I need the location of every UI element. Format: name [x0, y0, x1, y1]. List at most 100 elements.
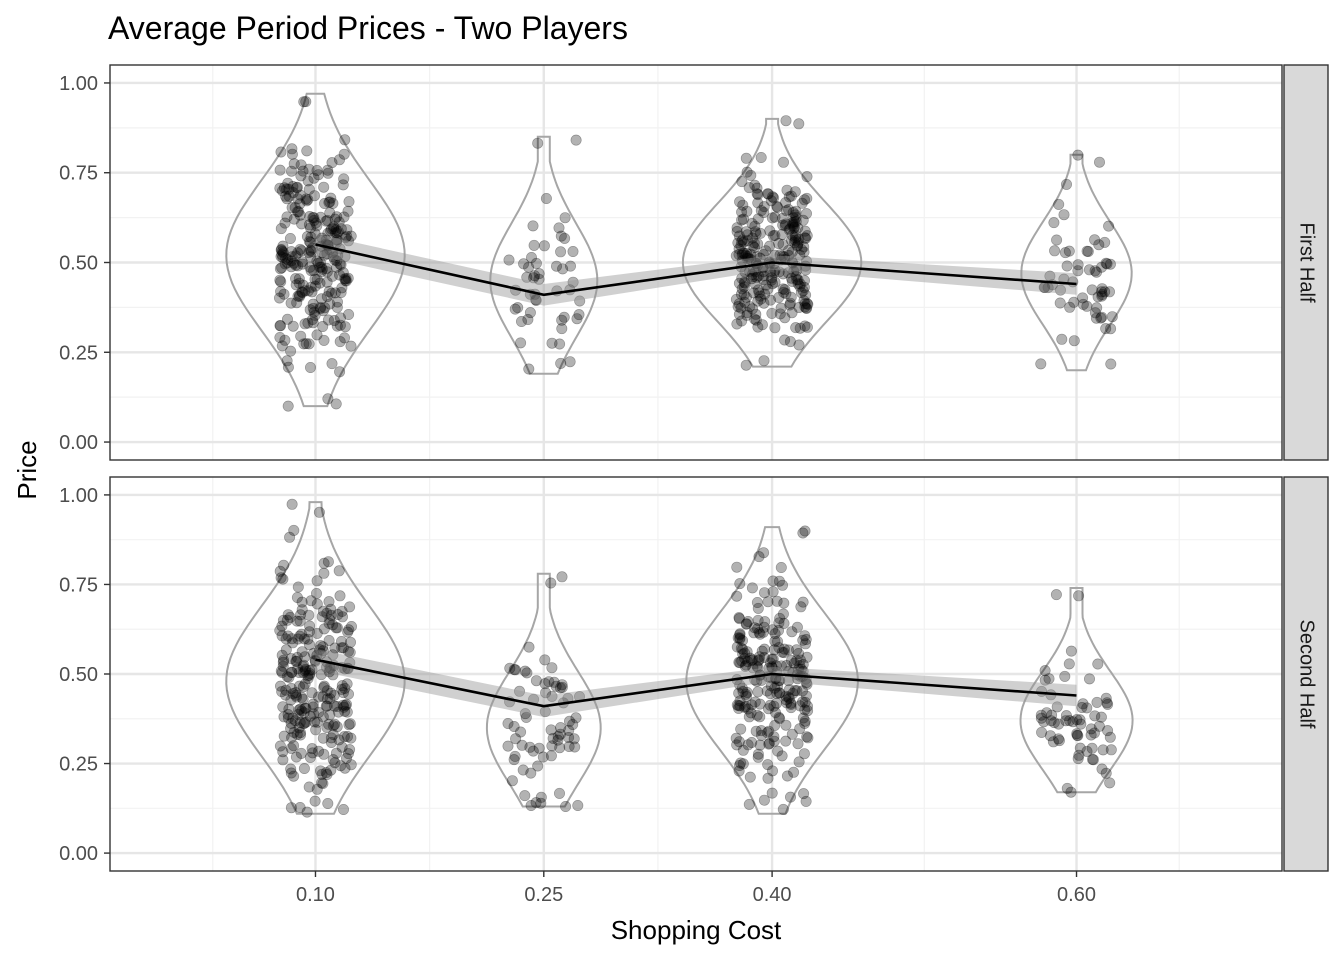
- data-point: [773, 266, 785, 278]
- data-point: [769, 719, 781, 731]
- data-point: [572, 799, 584, 811]
- data-point: [788, 236, 800, 248]
- data-point: [315, 647, 327, 659]
- data-point: [793, 756, 805, 768]
- data-point: [778, 643, 790, 655]
- data-point: [758, 270, 770, 282]
- data-point: [781, 697, 793, 709]
- data-point: [509, 303, 521, 315]
- data-point: [285, 682, 297, 694]
- data-point: [775, 561, 787, 573]
- data-point: [540, 193, 552, 205]
- data-point: [800, 795, 812, 807]
- data-point: [317, 732, 329, 744]
- data-point: [307, 302, 319, 314]
- data-point: [800, 690, 812, 702]
- data-point: [1105, 323, 1117, 335]
- data-point: [285, 767, 297, 779]
- data-point: [344, 744, 356, 756]
- data-point: [287, 181, 299, 193]
- data-point: [294, 198, 306, 210]
- data-point: [1096, 283, 1108, 295]
- data-point: [286, 251, 298, 263]
- data-point: [740, 690, 752, 702]
- data-point: [754, 227, 766, 239]
- data-point: [308, 214, 320, 226]
- data-point: [317, 605, 329, 617]
- data-point: [786, 307, 798, 319]
- data-point: [733, 298, 745, 310]
- data-point: [287, 712, 299, 724]
- data-point: [1048, 717, 1060, 729]
- data-point: [556, 681, 568, 693]
- data-point: [308, 306, 320, 318]
- data-point: [755, 725, 767, 737]
- data-point: [794, 700, 806, 712]
- data-point: [296, 628, 308, 640]
- data-point: [323, 634, 335, 646]
- data-point: [762, 596, 774, 608]
- data-point: [780, 205, 792, 217]
- data-point: [734, 633, 746, 645]
- data-point: [801, 651, 813, 663]
- data-point: [776, 750, 788, 762]
- data-point: [275, 251, 287, 263]
- data-point: [793, 663, 805, 675]
- data-point: [758, 201, 770, 213]
- data-point: [328, 700, 340, 712]
- data-point: [285, 802, 297, 814]
- data-point: [321, 266, 333, 278]
- data-point: [750, 314, 762, 326]
- data-point: [279, 217, 291, 229]
- data-point: [747, 662, 759, 674]
- data-point: [741, 309, 753, 321]
- data-point: [757, 274, 769, 286]
- data-point: [765, 266, 777, 278]
- data-point: [758, 643, 770, 655]
- data-point: [795, 601, 807, 613]
- data-point: [276, 666, 288, 678]
- data-point: [321, 262, 333, 274]
- data-point: [309, 273, 321, 285]
- data-point: [758, 355, 770, 367]
- data-point: [308, 264, 320, 276]
- data-point: [283, 671, 295, 683]
- data-point: [1039, 665, 1051, 677]
- data-point: [754, 290, 766, 302]
- data-point: [290, 751, 302, 763]
- data-point: [298, 707, 310, 719]
- data-point: [740, 618, 752, 630]
- data-point: [786, 229, 798, 241]
- data-point: [1060, 710, 1072, 722]
- data-point: [284, 233, 296, 245]
- data-point: [311, 329, 323, 341]
- data-point: [758, 794, 770, 806]
- data-point: [322, 393, 334, 405]
- data-point: [336, 741, 348, 753]
- data-point: [339, 232, 351, 244]
- data-point: [1045, 715, 1057, 727]
- data-point: [1050, 589, 1062, 601]
- data-point: [293, 704, 305, 716]
- data-point: [746, 268, 758, 280]
- data-point: [791, 685, 803, 697]
- data-point: [323, 596, 335, 608]
- data-point: [756, 319, 768, 331]
- data-point: [521, 667, 533, 679]
- data-point: [793, 233, 805, 245]
- data-point: [278, 288, 290, 300]
- data-point: [748, 627, 760, 639]
- data-point: [769, 276, 781, 288]
- data-point: [546, 690, 558, 702]
- data-point: [283, 190, 295, 202]
- data-point: [331, 296, 343, 308]
- data-point: [275, 244, 287, 256]
- data-point: [295, 330, 307, 342]
- data-point: [308, 190, 320, 202]
- data-point: [339, 705, 351, 717]
- y-tick-label: 1.00: [59, 73, 98, 95]
- data-point: [294, 703, 306, 715]
- data-point: [285, 653, 297, 665]
- data-point: [275, 572, 287, 584]
- data-point: [1035, 709, 1047, 721]
